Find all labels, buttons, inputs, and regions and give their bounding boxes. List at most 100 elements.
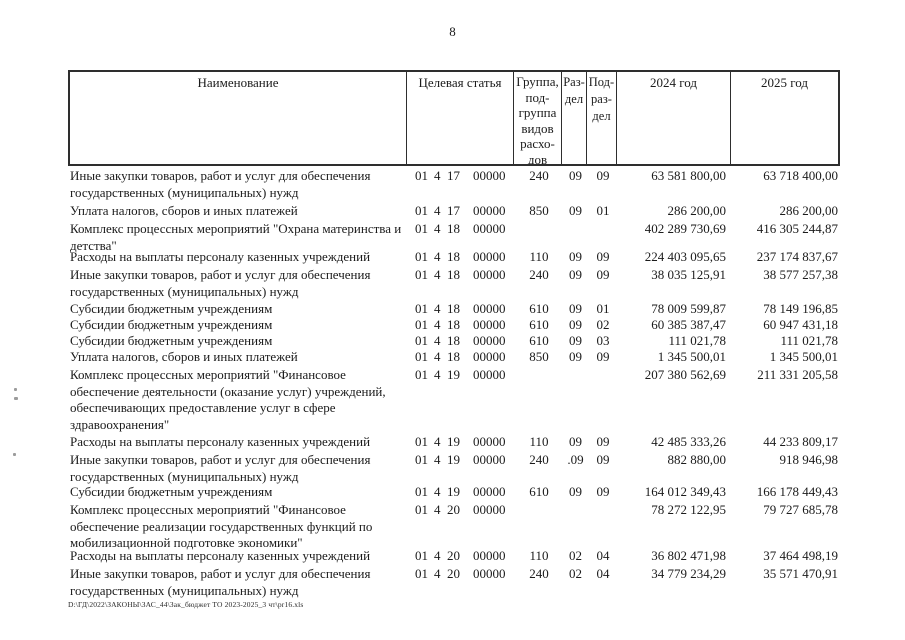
row-subsection: 04: [596, 566, 610, 581]
target-article-part: 4: [434, 221, 441, 236]
row-expense-group: 240: [529, 566, 549, 581]
row-amount-2024: 63 581 800,00: [651, 168, 726, 183]
row-name: Уплата налогов, сборов и иных платежей: [70, 203, 298, 218]
target-article-part: 17: [447, 168, 460, 183]
row-expense-group: 110: [529, 434, 549, 449]
row-amount-2024: 111 021,78: [668, 333, 726, 348]
row-target-article: 01 4 17 00000: [408, 168, 515, 185]
target-article-part: 18: [447, 221, 460, 236]
target-article-part: 4: [434, 452, 441, 467]
col-header-year-2025: 2025 год: [730, 72, 838, 164]
row-amount-2025: 286 200,00: [779, 203, 839, 218]
scan-artifact: [14, 397, 18, 400]
row-subsection: 03: [596, 333, 610, 348]
row-target-article: 01 4 18 00000: [408, 249, 515, 266]
table-row: Расходы на выплаты персоналу казенных уч…: [68, 434, 840, 451]
row-section: 02: [569, 548, 582, 563]
row-amount-2025: 35 571 470,91: [763, 566, 838, 581]
target-article-part: 01: [415, 333, 428, 348]
row-section: 09: [569, 267, 582, 282]
row-amount-2024: 1 345 500,01: [657, 349, 726, 364]
row-name: Иные закупки товаров, работ и услуг для …: [70, 267, 371, 299]
col-header-subsection: Под- раз- дел: [586, 72, 616, 164]
target-article-part: 4: [434, 349, 441, 364]
row-expense-group: 850: [529, 349, 549, 364]
table-row: Иные закупки товаров, работ и услуг для …: [68, 452, 840, 485]
target-article-part: 4: [434, 168, 441, 183]
row-expense-group: 610: [529, 317, 549, 332]
row-subsection: 09: [596, 452, 610, 467]
row-section: 09: [569, 349, 582, 364]
row-expense-group: 610: [529, 301, 549, 316]
target-article-part: 00000: [473, 168, 506, 183]
col-header-expense-group: Группа, под- группа видов расхо- дов: [513, 72, 561, 164]
target-article-part: 00000: [473, 349, 506, 364]
target-article-part: 4: [434, 367, 441, 382]
target-article-part: 18: [447, 249, 460, 264]
row-section: 09: [569, 203, 582, 218]
row-name: Расходы на выплаты персоналу казенных уч…: [70, 548, 371, 563]
row-name: Субсидии бюджетным учреждениям: [70, 484, 273, 499]
table-row: Расходы на выплаты персоналу казенных уч…: [68, 548, 840, 565]
target-article-part: 19: [447, 434, 460, 449]
row-target-article: 01 4 18 00000: [408, 349, 515, 366]
row-expense-group: 240: [529, 267, 549, 282]
target-article-part: 19: [447, 367, 460, 382]
row-target-article: 01 4 20 00000: [408, 566, 515, 583]
row-expense-group: 610: [529, 484, 549, 499]
row-amount-2024: 78 272 122,95: [651, 502, 726, 517]
row-amount-2024: 36 802 471,98: [651, 548, 726, 563]
target-article-part: 00000: [473, 267, 506, 282]
row-name: Субсидии бюджетным учреждениям: [70, 317, 273, 332]
target-article-part: 18: [447, 317, 460, 332]
row-expense-group: 240: [529, 168, 549, 183]
target-article-part: 20: [447, 502, 460, 517]
target-article-part: 4: [434, 203, 441, 218]
row-amount-2025: 79 727 685,78: [763, 502, 838, 517]
row-amount-2025: 918 946,98: [779, 452, 839, 467]
table-row: Субсидии бюджетным учреждениям 01 4 18 0…: [68, 301, 840, 318]
target-article-part: 19: [447, 484, 460, 499]
scan-artifact: [13, 453, 16, 456]
table-row: Субсидии бюджетным учреждениям 01 4 18 0…: [68, 333, 840, 350]
target-article-part: 01: [415, 317, 428, 332]
target-article-part: 20: [447, 548, 460, 563]
row-amount-2024: 286 200,00: [667, 203, 727, 218]
row-amount-2025: 237 174 837,67: [756, 249, 838, 264]
row-section: 09: [569, 249, 582, 264]
target-article-part: 01: [415, 221, 428, 236]
col-header-year-2024: 2024 год: [616, 72, 730, 164]
row-subsection: 01: [596, 301, 610, 316]
target-article-part: 20: [447, 566, 460, 581]
target-article-part: 00000: [473, 317, 506, 332]
table-header: Наименование Целевая статья Группа, под-…: [68, 70, 840, 166]
row-section: 02: [569, 566, 582, 581]
row-target-article: 01 4 18 00000: [408, 221, 515, 238]
table-row: Иные закупки товаров, работ и услуг для …: [68, 168, 840, 201]
row-target-article: 01 4 20 00000: [408, 502, 515, 519]
row-expense-group: 240: [529, 452, 549, 467]
target-article-part: 00000: [473, 548, 506, 563]
row-amount-2024: 78 009 599,87: [651, 301, 726, 316]
row-amount-2025: 1 345 500,01: [769, 349, 838, 364]
target-article-part: 19: [447, 452, 460, 467]
table-row: Субсидии бюджетным учреждениям 01 4 19 0…: [68, 484, 840, 501]
row-section: 09: [569, 484, 582, 499]
target-article-part: 4: [434, 484, 441, 499]
row-subsection: 09: [596, 484, 610, 499]
target-article-part: 01: [415, 452, 428, 467]
row-target-article: 01 4 17 00000: [408, 203, 515, 220]
row-amount-2024: 164 012 349,43: [644, 484, 726, 499]
row-target-article: 01 4 20 00000: [408, 548, 515, 565]
target-article-part: 4: [434, 566, 441, 581]
row-name: Расходы на выплаты персоналу казенных уч…: [70, 434, 371, 449]
target-article-part: 4: [434, 502, 441, 517]
row-name: Иные закупки товаров, работ и услуг для …: [70, 452, 371, 484]
target-article-part: 01: [415, 301, 428, 316]
target-article-part: 00000: [473, 502, 506, 517]
row-expense-group: 610: [529, 333, 549, 348]
row-amount-2024: 60 385 387,47: [651, 317, 726, 332]
col-header-section: Раз- дел: [561, 72, 586, 164]
target-article-part: 00000: [473, 203, 506, 218]
target-article-part: 18: [447, 333, 460, 348]
